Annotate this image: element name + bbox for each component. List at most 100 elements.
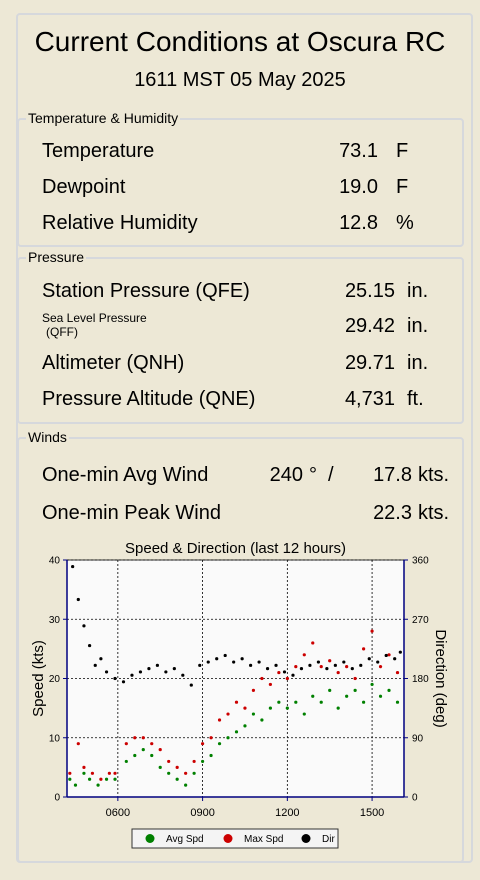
point: [398, 650, 402, 654]
row-value: 12.8: [339, 212, 378, 234]
point: [308, 663, 312, 667]
point: [353, 688, 357, 692]
row-unit: kts.: [418, 464, 450, 486]
chart-title: Speed & Direction (last 12 hours): [125, 540, 346, 557]
row-label: Relative Humidity: [42, 212, 198, 234]
point: [342, 660, 346, 664]
point: [141, 748, 145, 752]
legend-marker: [145, 834, 155, 843]
point: [260, 676, 264, 681]
row-label: Sea Level Pressure: [42, 311, 147, 325]
row-unit: F: [396, 140, 409, 162]
point: [223, 653, 227, 658]
point: [206, 660, 210, 664]
point: [359, 663, 363, 667]
point: [99, 657, 103, 661]
y2-tick-label: 270: [412, 615, 429, 626]
point: [378, 665, 383, 669]
point: [353, 676, 357, 681]
point: [184, 771, 188, 775]
legend-label: Dir: [322, 834, 335, 845]
point: [328, 659, 332, 663]
point: [384, 653, 388, 658]
point: [113, 777, 117, 781]
point: [184, 783, 188, 787]
point: [138, 670, 143, 674]
point: [104, 777, 109, 781]
y2-tick-label: 180: [412, 674, 429, 685]
point: [268, 682, 272, 687]
point: [76, 742, 80, 746]
point: [200, 759, 205, 764]
point: [158, 765, 162, 769]
point: [336, 706, 340, 710]
y-axis-title: Speed (kts): [30, 640, 47, 717]
point: [294, 700, 298, 704]
point: [277, 700, 281, 704]
point: [345, 694, 349, 698]
point: [150, 753, 154, 758]
point: [285, 706, 289, 710]
point: [73, 783, 78, 787]
point: [316, 660, 321, 664]
point: [209, 736, 213, 740]
x-tick-label: 1500: [360, 807, 384, 819]
point: [90, 771, 95, 775]
row-label: Temperature: [42, 140, 155, 162]
y-tick-label: 10: [49, 733, 61, 744]
legend-box: [131, 828, 339, 849]
point: [209, 753, 213, 758]
point: [240, 657, 244, 661]
point: [243, 724, 247, 728]
point: [302, 712, 306, 716]
point: [328, 688, 332, 692]
point: [82, 765, 86, 769]
section-title: Pressure: [26, 249, 87, 265]
point: [167, 771, 171, 775]
point: [311, 641, 315, 645]
row-unit: in.: [407, 352, 429, 374]
point: [370, 682, 374, 687]
point: [393, 657, 397, 661]
x-tick-label: 0900: [190, 807, 214, 819]
point: [251, 688, 256, 692]
section-box: [17, 118, 464, 247]
y-tick-label: 20: [49, 674, 61, 685]
point: [181, 673, 185, 677]
y-tick-label: 40: [49, 556, 61, 567]
point: [68, 777, 72, 781]
wind-separator: /: [328, 464, 334, 486]
point: [226, 712, 230, 716]
point: [198, 663, 202, 667]
row-value: 17.8: [373, 464, 412, 486]
point: [333, 663, 337, 667]
legend-marker: [223, 834, 233, 843]
wind-direction-unit: °: [309, 464, 317, 486]
row-unit: in.: [407, 315, 429, 337]
point: [362, 700, 366, 704]
legend-marker: [301, 834, 311, 843]
point: [311, 694, 315, 698]
point: [226, 736, 230, 740]
point: [175, 777, 179, 781]
point: [395, 700, 400, 704]
point: [87, 643, 92, 648]
row-label: Altimeter (QNH): [42, 352, 185, 374]
point: [362, 647, 366, 651]
point: [164, 670, 168, 674]
row-label: Station Pressure (QFE): [42, 280, 250, 302]
timestamp: 1611 MST 05 May 2025: [134, 69, 346, 91]
point: [234, 730, 239, 734]
row-label: Pressure Altitude (QNE): [42, 388, 256, 410]
point: [172, 667, 176, 671]
point: [274, 663, 278, 667]
point: [387, 688, 391, 692]
point: [294, 665, 298, 669]
point: [133, 736, 137, 740]
point: [257, 660, 261, 664]
point: [200, 742, 205, 746]
row-label: Dewpoint: [42, 176, 126, 198]
row-value: 4,731: [344, 388, 395, 410]
row-label: One-min Avg Wind: [42, 464, 209, 486]
